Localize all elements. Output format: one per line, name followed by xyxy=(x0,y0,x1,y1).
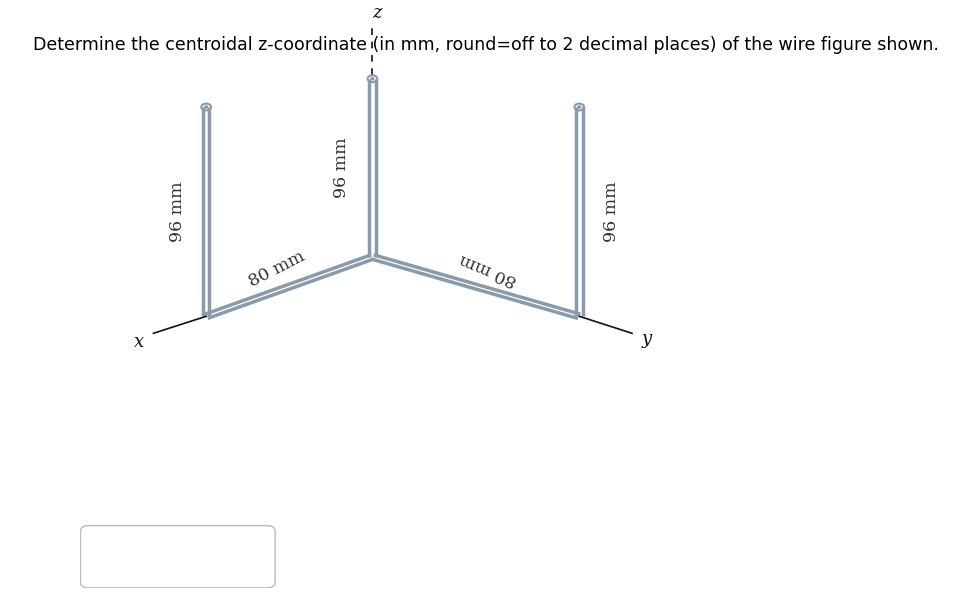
Circle shape xyxy=(577,106,580,108)
Circle shape xyxy=(205,106,208,108)
Circle shape xyxy=(371,78,374,80)
Text: 96 mm: 96 mm xyxy=(169,181,187,242)
Text: 80 mm: 80 mm xyxy=(246,248,308,291)
Text: y: y xyxy=(642,330,651,348)
FancyBboxPatch shape xyxy=(81,526,275,588)
Text: 96 mm: 96 mm xyxy=(333,137,350,198)
Text: 80 mm: 80 mm xyxy=(457,250,519,289)
Text: 96 mm: 96 mm xyxy=(604,181,620,242)
Text: x: x xyxy=(134,333,144,351)
Text: z: z xyxy=(371,4,381,22)
Text: Determine the centroidal z-coordinate (in mm, round=off to 2 decimal places) of : Determine the centroidal z-coordinate (i… xyxy=(33,36,939,54)
